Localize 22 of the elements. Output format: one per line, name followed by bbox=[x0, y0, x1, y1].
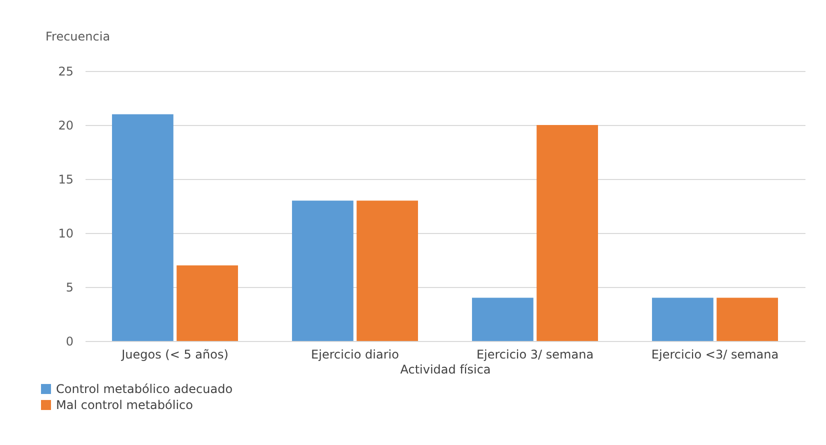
x-tick-label: Ejercicio 3/ semana bbox=[476, 348, 594, 362]
y-tick-label: 0 bbox=[66, 334, 74, 348]
y-tick-label: 25 bbox=[58, 64, 74, 78]
legend-label: Control metabólico adecuado bbox=[56, 382, 233, 396]
legend-label: Mal control metabólico bbox=[56, 398, 193, 412]
y-tick-label: 10 bbox=[58, 226, 74, 240]
bar bbox=[176, 265, 238, 341]
x-tick-label: Ejercicio <3/ semana bbox=[651, 348, 779, 362]
x-axis-title: Actividad física bbox=[400, 362, 491, 376]
bar bbox=[472, 298, 534, 341]
bar bbox=[716, 298, 778, 341]
x-tick-label: Ejercicio diario bbox=[311, 348, 399, 362]
y-tick-label: 5 bbox=[66, 280, 74, 294]
bar bbox=[112, 114, 174, 341]
x-tick-label: Juegos (< 5 años) bbox=[120, 348, 228, 362]
bar bbox=[536, 125, 598, 341]
bar bbox=[652, 298, 714, 341]
y-tick-label: 15 bbox=[58, 172, 74, 186]
y-axis-title: Frecuencia bbox=[46, 30, 110, 44]
y-tick-label: 20 bbox=[58, 118, 74, 132]
bar bbox=[292, 200, 354, 341]
bar bbox=[356, 200, 418, 341]
